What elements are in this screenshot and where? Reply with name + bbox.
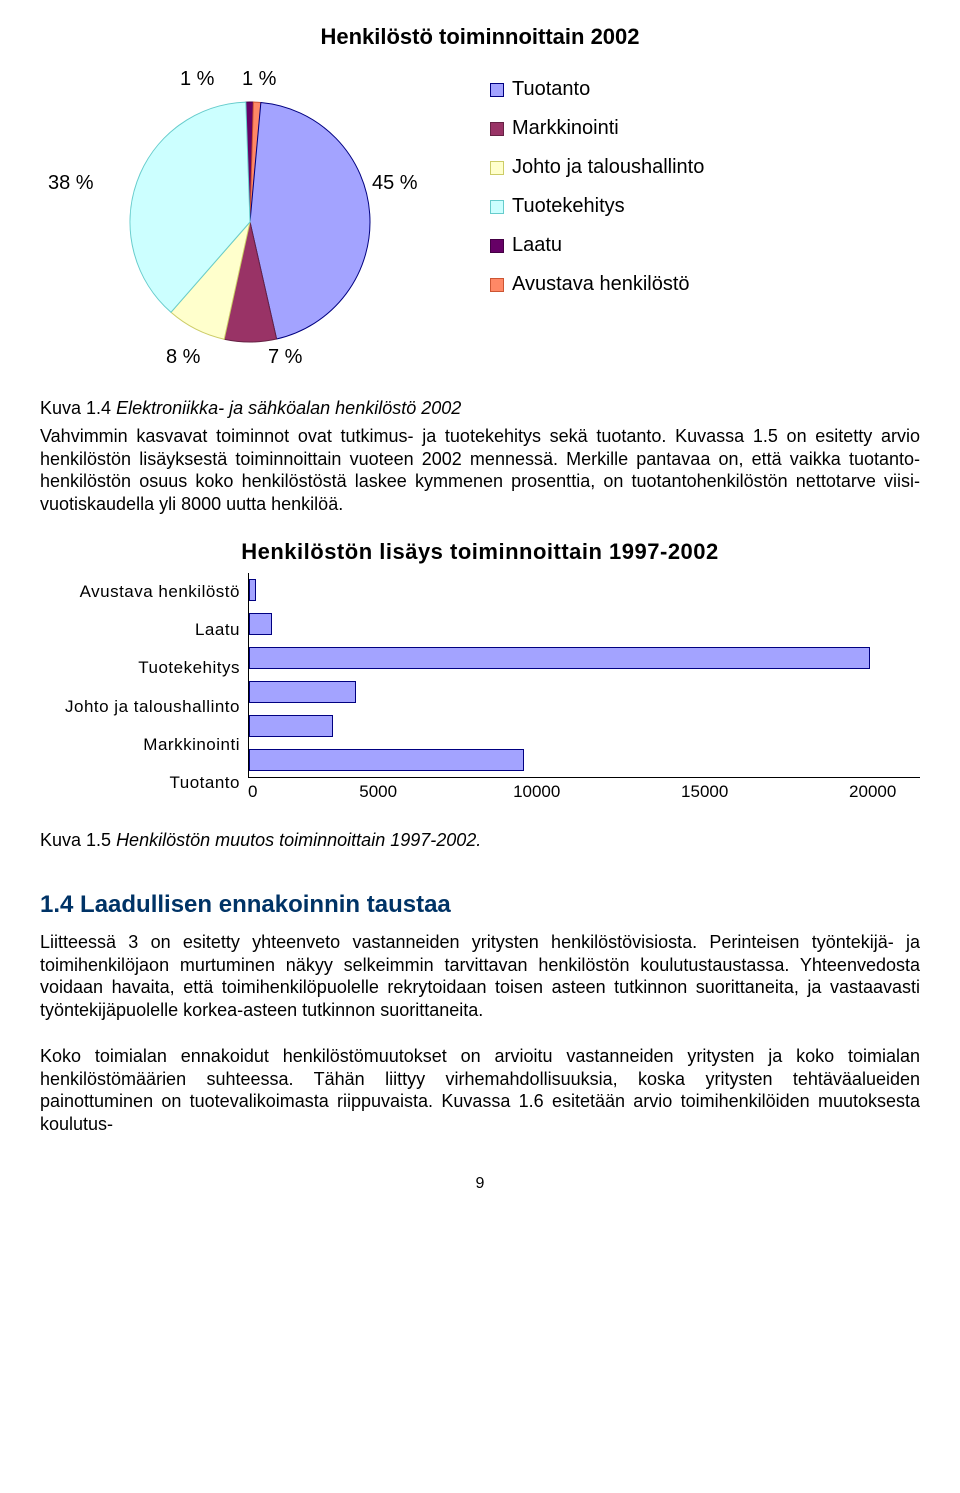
legend-swatch [490,278,504,292]
legend-label: Avustava henkilöstö [512,273,690,296]
figure-caption-2: Kuva 1.5 Henkilöstön muutos toiminnoitta… [40,830,920,851]
paragraph-2: Liitteessä 3 on esitetty yhteenveto vast… [40,931,920,1021]
legend-item: Johto ja taloushallinto [490,156,704,179]
bar-x-axis: 0 5000 10000 15000 20000 [248,778,920,802]
bar-categories: Avustava henkilöstö Laatu Tuotekehitys Joht… [40,573,248,802]
bar-chart: Avustava henkilöstö Laatu Tuotekehitys Joht… [40,573,920,802]
pie-label-8: 8 % [166,346,200,369]
legend-item: Tuotekehitys [490,195,704,218]
legend-swatch [490,200,504,214]
legend-item: Markkinointi [490,117,704,140]
x-tick-label: 10000 [513,782,560,802]
bar-category-label: Markkinointi [40,728,240,762]
x-tick-label: 15000 [681,782,728,802]
legend-label: Markkinointi [512,117,619,140]
pie-label-1b: 1 % [242,68,276,91]
legend-item: Tuotanto [490,78,704,101]
bar-category-label: Tuotekehitys [40,651,240,685]
paragraph-1: Vahvimmin kasvavat toiminnot ovat tutkim… [40,425,920,515]
legend-label: Tuotekehitys [512,195,625,218]
bar [249,749,524,771]
pie-legend: Tuotanto Markkinointi Johto ja taloushalli… [490,62,704,312]
legend-item: Laatu [490,234,704,257]
legend-swatch [490,122,504,136]
legend-swatch [490,239,504,253]
pie-chart: 1 % 1 % 38 % 45 % 8 % 7 % [40,62,460,382]
bar-category-label: Laatu [40,613,240,647]
bar-category-label: Avustava henkilöstö [40,575,240,609]
caption-prefix: Kuva 1.4 [40,398,116,418]
legend-label: Laatu [512,234,562,257]
page-number: 9 [40,1175,920,1193]
bar [249,681,356,703]
x-tick-label: 5000 [359,782,397,802]
bar-area [249,573,920,777]
figure-caption-1: Kuva 1.4 Elektroniikka- ja sähköalan hen… [40,398,920,419]
bar-chart-title: Henkilöstön lisäys toiminnoittain 1997-2… [40,539,920,565]
paragraph-3: Koko toimialan ennakoidut henkilöstömuut… [40,1045,920,1135]
caption-prefix: Kuva 1.5 [40,830,116,850]
bar [249,579,256,601]
bar [249,715,333,737]
bar [249,613,272,635]
caption-italic: Henkilöstön muutos toiminnoittain 1997-2… [116,830,481,850]
pie-chart-title: Henkilöstö toiminnoittain 2002 [40,24,920,50]
pie-label-38: 38 % [48,172,94,195]
bar-plot [248,573,920,778]
bar-category-label: Johto ja taloushallinto [40,690,240,724]
pie-label-45: 45 % [372,172,418,195]
legend-label: Tuotanto [512,78,590,101]
bar [249,647,870,669]
pie-svg [50,62,450,382]
legend-label: Johto ja taloushallinto [512,156,704,179]
legend-swatch [490,161,504,175]
section-heading: 1.4 Laadullisen ennakoinnin taustaa [40,891,920,919]
pie-label-7: 7 % [268,346,302,369]
pie-label-1a: 1 % [180,68,214,91]
legend-item: Avustava henkilöstö [490,273,704,296]
bar-category-label: Tuotanto [40,766,240,800]
x-tick-label: 0 [248,782,257,802]
x-tick-label: 20000 [849,782,896,802]
pie-chart-section: Henkilöstö toiminnoittain 2002 1 % 1 % 3… [40,24,920,382]
legend-swatch [490,83,504,97]
caption-italic: Elektroniikka- ja sähköalan henkilöstö 2… [116,398,461,418]
